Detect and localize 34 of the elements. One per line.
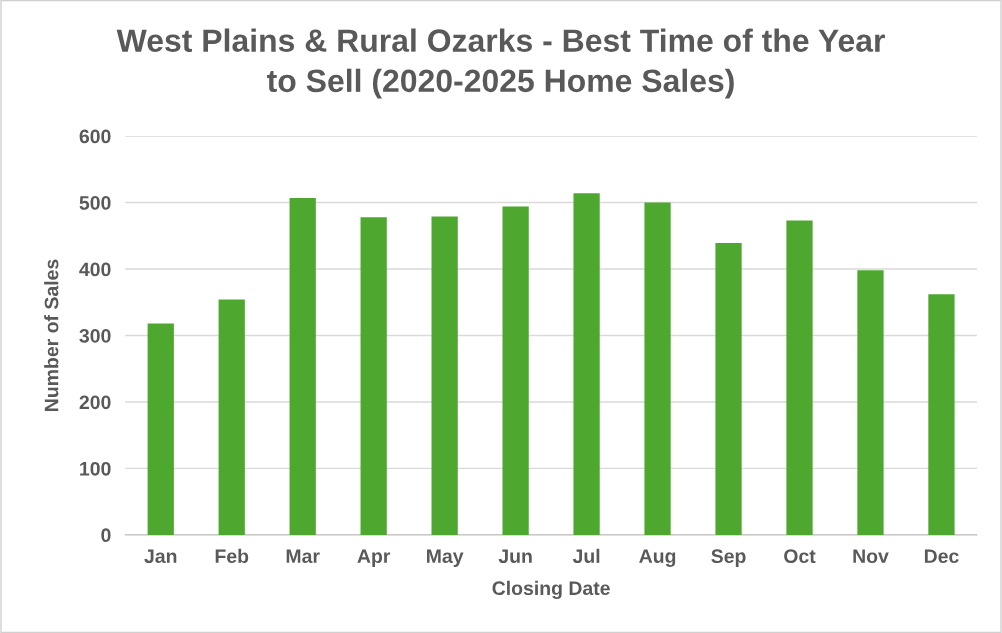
y-tick-label: 600 bbox=[79, 129, 111, 144]
bar bbox=[360, 217, 387, 535]
y-tick-label: 500 bbox=[79, 196, 111, 210]
bar bbox=[857, 270, 884, 535]
bar bbox=[218, 299, 245, 535]
bar bbox=[786, 220, 813, 535]
x-tick-label: Jan bbox=[144, 549, 177, 564]
x-tick-label: Oct bbox=[784, 549, 816, 564]
x-tick-label: Feb bbox=[215, 548, 249, 564]
x-tick-label: Apr bbox=[357, 549, 391, 567]
x-tick-label: May bbox=[427, 549, 464, 567]
bar bbox=[715, 243, 742, 535]
y-axis-title: Number of Sales bbox=[44, 259, 59, 411]
y-tick-label: 400 bbox=[79, 262, 111, 277]
bar bbox=[644, 202, 671, 535]
x-axis-title: Closing Date bbox=[492, 580, 610, 599]
bar bbox=[289, 197, 316, 535]
bar bbox=[573, 193, 600, 535]
bar bbox=[431, 216, 458, 535]
y-tick-label: 300 bbox=[79, 328, 111, 343]
y-tick-label: 0 bbox=[101, 528, 111, 543]
y-tick-label: 100 bbox=[80, 461, 111, 476]
bar bbox=[147, 323, 174, 535]
x-tick-label: Sep bbox=[711, 549, 746, 567]
x-tick-label: Aug bbox=[639, 549, 676, 567]
x-tick-label: Jul bbox=[572, 548, 600, 564]
chart-title: West Plains & Rural Ozarks - Best Time of the Year to Sell (2020-2025 Home Sales) bbox=[116, 28, 885, 99]
y-tick-label: 200 bbox=[79, 395, 111, 410]
bar bbox=[502, 206, 529, 535]
bar bbox=[928, 294, 955, 535]
x-tick-label: Dec bbox=[924, 549, 959, 564]
x-tick-label: Nov bbox=[853, 549, 889, 564]
x-tick-label: Jun bbox=[498, 549, 532, 564]
x-tick-label: Mar bbox=[286, 549, 320, 564]
